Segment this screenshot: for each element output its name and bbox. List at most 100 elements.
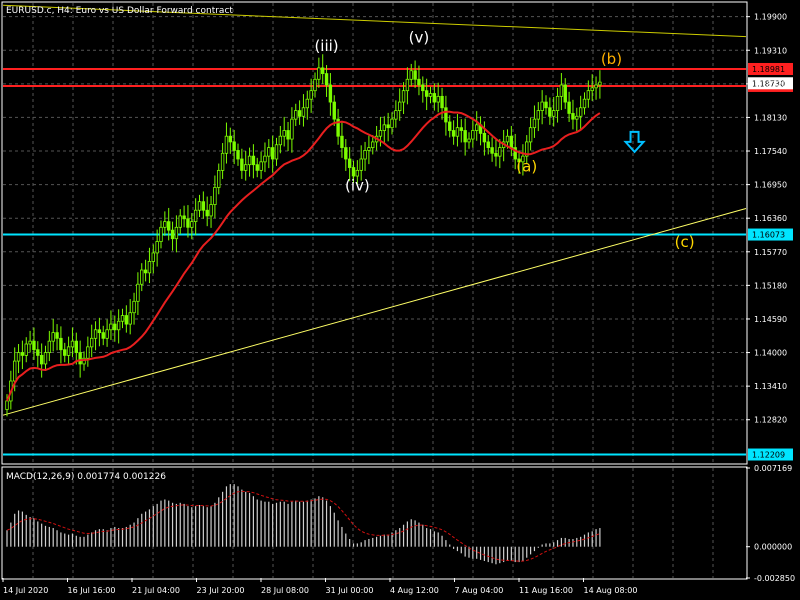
candle-body <box>421 84 425 92</box>
candle-body <box>232 141 236 151</box>
candle-body <box>43 352 48 365</box>
candle-body <box>86 346 90 359</box>
candle-body <box>309 90 313 100</box>
candle-body <box>598 81 602 86</box>
price-tick-label: 1.14000 <box>754 349 787 358</box>
candle-body <box>174 226 179 240</box>
candle-body <box>401 90 406 103</box>
price-tick-label: 1.12820 <box>754 416 787 425</box>
time-tick-label: 23 Jul 20:00 <box>197 586 245 595</box>
macd-indicator <box>6 484 601 565</box>
candle-body <box>270 147 275 160</box>
candle-body <box>74 340 78 353</box>
candle-body <box>555 95 560 111</box>
candle-body <box>66 346 71 356</box>
chart-title: EURUSD.c, H4: Euro vs US Dollar Forward … <box>6 6 233 16</box>
candle-body <box>201 201 206 211</box>
candle-body <box>505 135 510 143</box>
candle-body <box>116 320 121 331</box>
macd-tick-label: 0.000000 <box>754 543 792 552</box>
candle-body <box>36 349 40 356</box>
candle-body <box>317 67 321 80</box>
candle-body <box>255 164 259 171</box>
candle-body <box>82 357 86 365</box>
candle-body <box>178 215 182 228</box>
candle-body <box>290 118 294 140</box>
candle-body <box>120 315 125 322</box>
candle-body <box>390 118 394 129</box>
candle-body <box>490 147 494 154</box>
support-trend-line <box>2 208 747 416</box>
candle-body <box>471 130 475 140</box>
time-tick-label: 4 Aug 12:00 <box>390 586 439 595</box>
candle-body <box>513 147 517 160</box>
candle-body <box>128 312 132 325</box>
candle-body <box>236 150 240 160</box>
time-tick-label: 16 Jul 16:00 <box>68 586 116 595</box>
macd-label: MACD(12,26,9) 0.001774 0.001226 <box>6 472 166 482</box>
upper-trend-line <box>2 4 747 38</box>
time-tick-label: 28 Jul 08:00 <box>261 586 309 595</box>
macd-grid <box>32 468 714 578</box>
candle-body <box>347 158 352 168</box>
candle-body <box>166 221 171 231</box>
price-tick-label: 1.15180 <box>754 281 787 290</box>
macd-tick-label: 0.007169 <box>754 464 792 473</box>
candle-body <box>571 113 575 120</box>
price-tick-label: 1.13410 <box>754 382 787 391</box>
candle-body <box>313 78 317 92</box>
candle-body <box>297 110 302 117</box>
candle-body <box>143 269 148 274</box>
time-tick-label: 21 Jul 04:00 <box>132 586 180 595</box>
candle-body <box>525 141 529 157</box>
candle-body <box>70 340 75 348</box>
candle-body <box>193 209 198 223</box>
candle-body <box>159 226 163 242</box>
level-tag <box>748 62 793 75</box>
candle-body <box>559 84 564 97</box>
candle-body <box>263 155 267 163</box>
candle-body <box>578 107 583 117</box>
down-arrow-icon <box>623 130 646 154</box>
candle-body <box>93 329 98 339</box>
candle-body <box>301 107 306 117</box>
candle-body <box>151 252 155 262</box>
candle-body <box>51 332 55 342</box>
macd-axis: 0.007169 0.000000 -0.002850 <box>746 464 795 583</box>
candle-body <box>594 84 598 89</box>
level-tag-label: 1.12209 <box>752 451 785 460</box>
candle-body <box>544 101 548 109</box>
candle-body <box>63 349 67 356</box>
candle-body <box>12 360 17 382</box>
price-tick-label: 1.19310 <box>754 46 787 55</box>
level-tag <box>748 228 793 241</box>
candle-body <box>16 352 21 362</box>
candle-body <box>482 132 487 143</box>
price-tick-label: 1.15770 <box>754 248 787 257</box>
candle-body <box>59 337 63 351</box>
candle-body <box>24 343 28 356</box>
candle-body <box>220 152 225 171</box>
candle-body <box>528 127 533 143</box>
candle-body <box>567 101 571 114</box>
candle-body <box>155 241 159 254</box>
candle-body <box>336 118 340 137</box>
candle-body <box>463 130 467 143</box>
candle-body <box>332 101 336 120</box>
candle-body <box>532 118 537 129</box>
candle-body <box>486 141 490 149</box>
candle-body <box>474 124 479 131</box>
time-axis: 14 Jul 2020 16 Jul 16:00 21 Jul 04:00 23 Ju… <box>2 578 637 595</box>
candle-body <box>517 158 521 163</box>
candle-body <box>359 158 363 171</box>
price-panel-frame <box>1 1 748 465</box>
candle-body <box>378 130 383 137</box>
candle-body <box>382 124 386 131</box>
candle-body <box>182 215 186 220</box>
candle-body <box>367 147 371 151</box>
candle-body <box>113 323 117 331</box>
wave-label: (v) <box>409 28 430 46</box>
candle-body <box>294 110 298 120</box>
candle-body <box>386 124 390 129</box>
